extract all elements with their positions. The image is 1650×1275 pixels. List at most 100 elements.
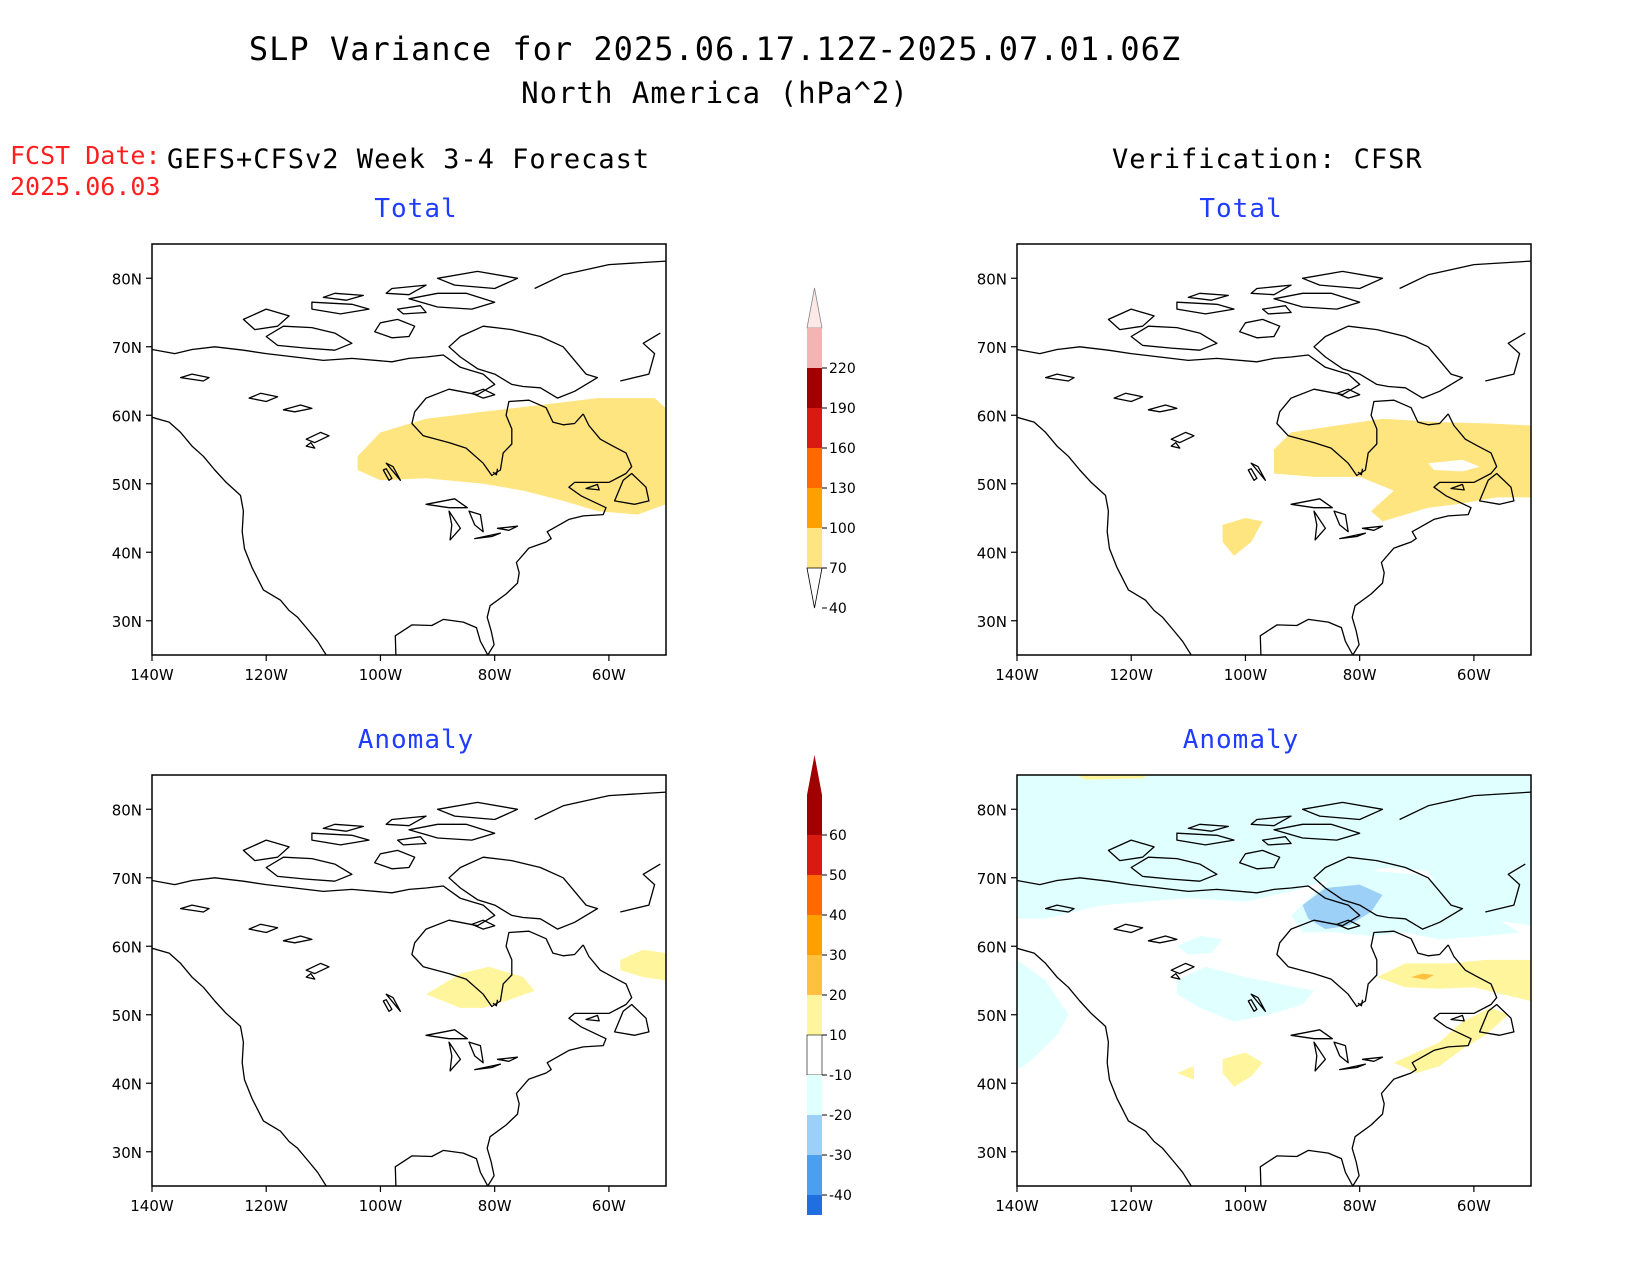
y-tick-label: 30N: [112, 1144, 142, 1162]
colorbar-label: -40: [829, 1188, 852, 1204]
x-tick-label: 60W: [1457, 666, 1491, 684]
colorbar-swatch: [807, 488, 822, 528]
shaded-region: [1376, 959, 1531, 1001]
colorbar-swatch: [807, 875, 822, 915]
panel-title-forecast-total: Total: [374, 194, 458, 224]
shaded-region: [1176, 936, 1223, 955]
x-tick-label: 80W: [1343, 1197, 1377, 1215]
anomaly-colorbar: 60 50 40 30 20 10 -10 -20 -30 -40: [806, 755, 852, 1215]
verification-total-map: 140W 120W 100W 80W 60W 80N 70N 60N 50N 40N 30N: [965, 235, 1545, 695]
forecast-date-value: 2025.06.03: [10, 172, 161, 201]
colorbar-swatch: [807, 795, 822, 835]
colorbar-swatch: [807, 1115, 822, 1155]
x-tick-label: 100W: [359, 1197, 403, 1215]
x-tick-label: 60W: [592, 1197, 626, 1215]
colorbar-swatch: [807, 995, 822, 1035]
colorbar-swatch: [806, 1034, 823, 1076]
x-tick-label: 80W: [478, 1197, 512, 1215]
verification-anomaly-map: 140W 120W 100W 80W 60W 80N 70N 60N 50N 40N 30N: [965, 766, 1545, 1226]
colorbar-swatch: [807, 448, 822, 488]
colorbar-label: 40: [829, 908, 847, 924]
shaded-region: [620, 949, 666, 981]
forecast-date-block: FCST Date: 2025.06.03: [10, 140, 161, 202]
y-tick-label: 70N: [977, 870, 1007, 888]
y-tick-label: 30N: [977, 613, 1007, 631]
coastline: [152, 260, 666, 655]
shaded-region: [357, 398, 666, 515]
shaded-region: [426, 966, 535, 1008]
x-tick-label: 80W: [1343, 666, 1377, 684]
map-frame: [1016, 243, 1532, 656]
panel-title-verification-total: Total: [1199, 194, 1283, 224]
y-tick-label: 30N: [977, 1144, 1007, 1162]
colorbar-swatch: [807, 328, 822, 368]
shaded-region: [1222, 518, 1263, 556]
colorbar-label: 70: [829, 561, 847, 577]
colorbar-label: 60: [829, 828, 847, 844]
map-frame: [151, 243, 667, 656]
y-tick-label: 70N: [112, 870, 142, 888]
x-tick-label: 140W: [995, 1197, 1039, 1215]
map-frame: [151, 774, 667, 1187]
forecast-total-map: 140W 120W 100W 80W 60W 80N 70N 60N 50N 40N 30N: [100, 235, 680, 695]
x-tick-label: 140W: [130, 666, 174, 684]
y-tick-label: 60N: [977, 938, 1007, 956]
shaded-region: [1411, 973, 1434, 980]
y-tick-label: 50N: [112, 476, 142, 494]
colorbar-label: 160: [829, 441, 856, 457]
x-tick-label: 120W: [244, 666, 288, 684]
shaded-region: [1076, 775, 1149, 780]
y-tick-label: 60N: [977, 407, 1007, 425]
x-tick-label: 100W: [1224, 1197, 1268, 1215]
coastline: [152, 791, 666, 1186]
y-tick-label: 40N: [112, 1075, 142, 1093]
shaded-region: [1176, 966, 1314, 1022]
shaded-region: [1274, 418, 1531, 522]
colorbar-swatch: [807, 1075, 822, 1115]
x-tick-label: 140W: [995, 666, 1039, 684]
colorbar-label: 30: [829, 948, 847, 964]
y-tick-label: 70N: [977, 339, 1007, 357]
y-tick-label: 70N: [112, 339, 142, 357]
colorbar-swatch: [807, 1155, 822, 1195]
shaded-region: [1428, 459, 1480, 472]
colorbar-label: 190: [829, 401, 856, 417]
verification-column-heading: Verification: CFSR: [1112, 144, 1423, 175]
y-tick-label: 30N: [112, 613, 142, 631]
map-frame: [1016, 774, 1532, 1187]
coastline: [1017, 260, 1531, 655]
y-tick-label: 50N: [977, 476, 1007, 494]
colorbar-label: 130: [829, 481, 856, 497]
x-tick-label: 120W: [1109, 1197, 1153, 1215]
x-tick-label: 80W: [478, 666, 512, 684]
x-tick-label: 100W: [1224, 666, 1268, 684]
chart-title: SLP Variance for 2025.06.17.12Z-2025.07.…: [248, 30, 1182, 68]
y-tick-label: 40N: [977, 544, 1007, 562]
colorbar-label: -20: [829, 1108, 852, 1124]
colorbar-label: 40: [829, 601, 847, 617]
y-tick-label: 60N: [112, 407, 142, 425]
x-tick-label: 140W: [130, 1197, 174, 1215]
colorbar-label: 50: [829, 868, 847, 884]
colorbar-label: 220: [829, 361, 856, 377]
x-tick-label: 120W: [1109, 666, 1153, 684]
shaded-region: [1017, 959, 1069, 1070]
y-tick-label: 80N: [977, 801, 1007, 819]
y-tick-label: 40N: [112, 544, 142, 562]
colorbar-swatch: [807, 915, 822, 955]
forecast-date-label: FCST Date:: [10, 141, 161, 170]
colorbar-label: 20: [829, 988, 847, 1004]
colorbar-label: -10: [829, 1068, 852, 1084]
x-tick-label: 120W: [244, 1197, 288, 1215]
y-tick-label: 50N: [977, 1007, 1007, 1025]
y-tick-label: 50N: [112, 1007, 142, 1025]
x-tick-label: 100W: [359, 666, 403, 684]
total-colorbar: 220 190 160 130 100 70 40: [806, 287, 856, 617]
y-tick-label: 80N: [112, 270, 142, 288]
shaded-region: [660, 410, 666, 418]
chart-subtitle: North America (hPa^2): [521, 76, 909, 110]
colorbar-swatch: [807, 955, 822, 995]
colorbar-label: 10: [829, 1028, 847, 1044]
y-tick-label: 60N: [112, 938, 142, 956]
colorbar-swatch: [807, 835, 822, 875]
